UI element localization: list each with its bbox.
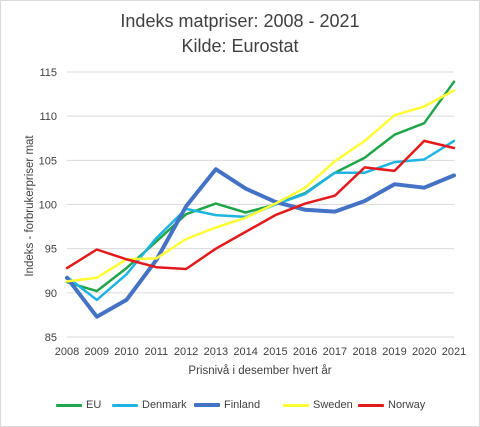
y-axis-ticks: 85 90 95 100 105 110 115 xyxy=(39,67,57,344)
legend-item-denmark: Denmark xyxy=(112,397,187,413)
x-tick-label: 2015 xyxy=(263,346,287,358)
x-tick-label: 2013 xyxy=(204,346,228,358)
y-tick-label: 115 xyxy=(39,67,57,79)
series-line-denmark xyxy=(65,139,456,302)
x-tick-label: 2009 xyxy=(85,346,109,358)
chart-subtitle: Kilde: Eurostat xyxy=(181,36,299,56)
x-axis-ticks: 2008 2009 2010 2011 2012 2013 2014 2015 2016 2017… xyxy=(55,346,466,358)
legend-label: EU xyxy=(86,399,102,411)
gridlines xyxy=(67,71,454,338)
legend-label: Sweden xyxy=(313,399,353,411)
legend-swatch xyxy=(112,403,138,407)
y-tick-label: 110 xyxy=(39,111,57,123)
legend-label: Norway xyxy=(388,399,426,411)
legend-swatch xyxy=(283,403,309,407)
legend-swatch xyxy=(358,403,384,407)
series-line-sweden xyxy=(65,89,456,283)
x-tick-label: 2014 xyxy=(233,346,257,358)
legend-item-eu: EU xyxy=(56,397,101,413)
y-axis-label: Indeks - forbrukerpriser mat xyxy=(24,135,36,277)
chart-title: Indeks matpriser: 2008 - 2021 xyxy=(120,11,360,31)
x-tick-label: 2021 xyxy=(442,346,466,358)
legend: EU Denmark Finland Sweden Norway xyxy=(0,397,480,413)
legend-label: Finland xyxy=(224,399,261,411)
x-tick-label: 2012 xyxy=(174,346,198,358)
x-tick-label: 2011 xyxy=(144,346,168,358)
legend-swatch xyxy=(56,403,82,407)
legend-item-finland: Finland xyxy=(194,397,260,413)
series-line-norway xyxy=(65,139,456,271)
y-tick-label: 85 xyxy=(45,332,57,344)
legend-item-norway: Norway xyxy=(358,397,425,413)
y-tick-label: 100 xyxy=(39,200,57,212)
y-tick-label: 95 xyxy=(45,244,57,256)
x-tick-label: 2019 xyxy=(382,346,406,358)
series-line-eu xyxy=(65,80,456,293)
legend-label: Denmark xyxy=(142,399,187,411)
y-tick-label: 105 xyxy=(39,155,57,167)
x-axis-label: Prisnivå i desember hvert år xyxy=(188,365,331,377)
x-tick-label: 2016 xyxy=(293,346,317,358)
series-lines xyxy=(65,80,456,319)
x-tick-label: 2020 xyxy=(412,346,436,358)
x-tick-label: 2018 xyxy=(352,346,376,358)
x-tick-label: 2008 xyxy=(55,346,79,358)
y-tick-label: 90 xyxy=(45,288,57,300)
x-tick-label: 2010 xyxy=(114,346,138,358)
legend-item-sweden: Sweden xyxy=(283,397,353,413)
legend-swatch xyxy=(194,403,220,407)
series-line-finland xyxy=(65,167,456,319)
x-tick-label: 2017 xyxy=(323,346,347,358)
